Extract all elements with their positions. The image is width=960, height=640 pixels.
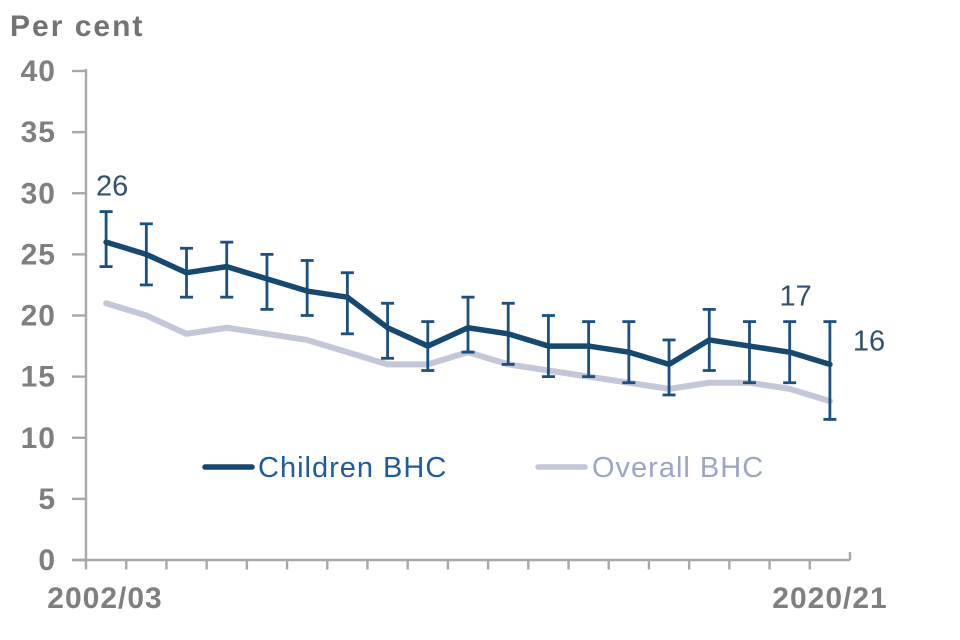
overall-bhc-legend-label: Overall BHC: [592, 452, 764, 484]
children-bhc-legend-label: Children BHC: [258, 452, 447, 484]
y-tick-label: 15: [21, 361, 56, 394]
children-bhc-error-bars: [99, 210, 837, 421]
y-tick-label: 0: [38, 544, 56, 577]
y-tick-label: 5: [38, 483, 56, 516]
y-axis-title: Per cent: [10, 10, 144, 43]
y-tick-label: 20: [21, 300, 56, 333]
x-tick-label-last: 2020/21: [772, 582, 887, 615]
y-axis: 0 5 10 15 20 25 30 35 40: [21, 55, 88, 577]
children-bhc-line: [103, 239, 833, 368]
x-tick-label-first: 2002/03: [47, 582, 162, 615]
series-layer: [99, 210, 837, 421]
y-tick-label: 35: [21, 116, 56, 149]
data-label-17: 17: [780, 281, 812, 313]
y-tick-label: 10: [21, 422, 56, 455]
x-axis: [72, 552, 852, 570]
y-tick-label: 30: [21, 177, 56, 210]
y-tick-label: 25: [21, 238, 56, 271]
data-label-26: 26: [96, 171, 128, 203]
data-labels: 26 17 16: [96, 171, 885, 358]
data-label-16: 16: [853, 325, 885, 357]
legend: Children BHC Overall BHC: [202, 452, 764, 484]
y-tick-label: 40: [21, 55, 56, 88]
